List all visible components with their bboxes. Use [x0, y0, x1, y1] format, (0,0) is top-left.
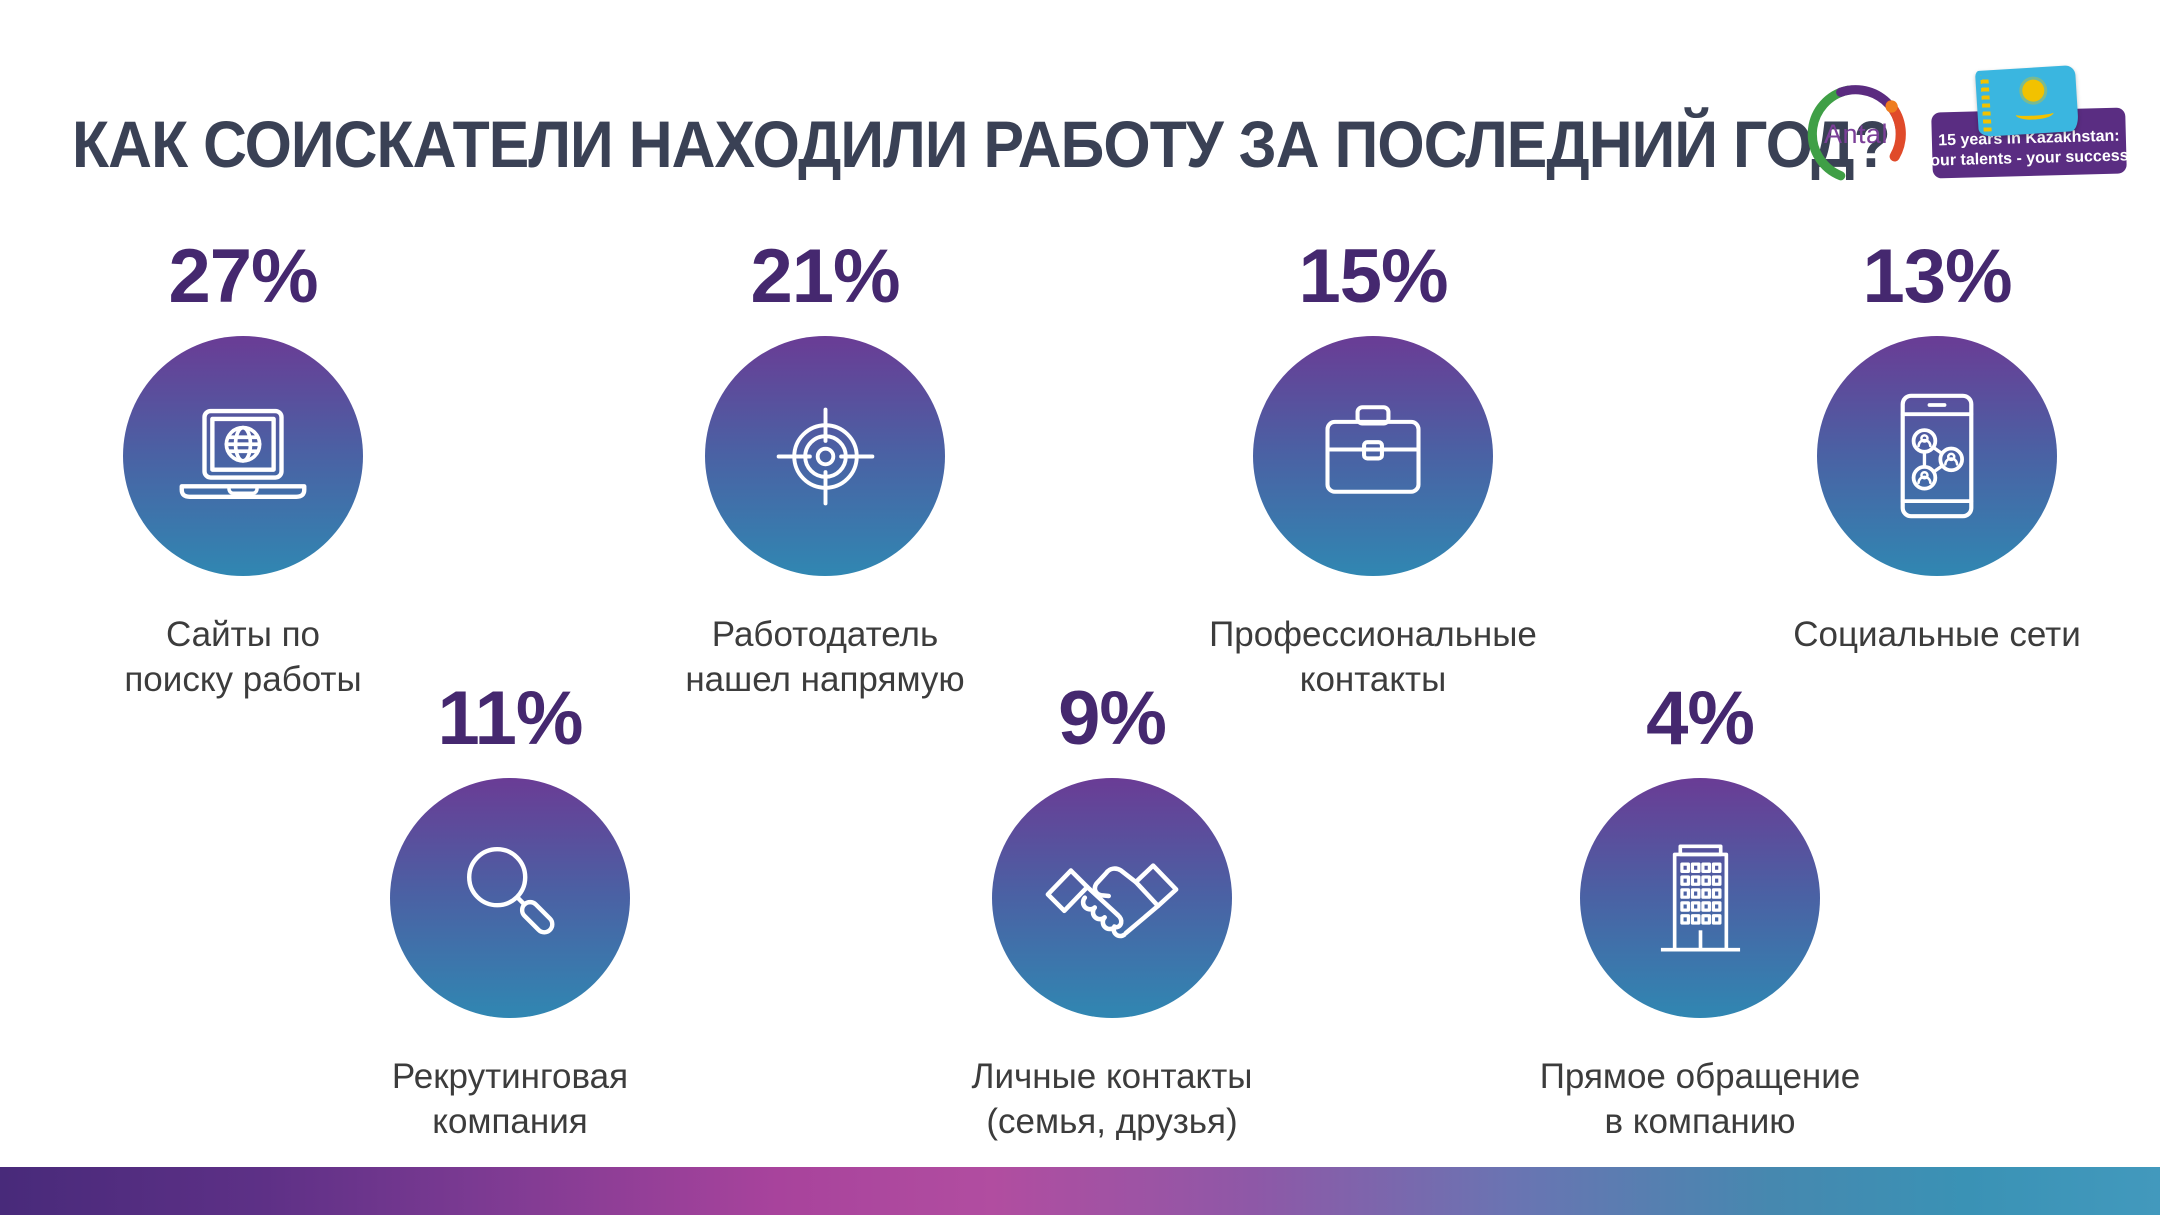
stat-item: 21% Работодатель нашел напрямую: [615, 236, 1035, 702]
stat-circle: [1817, 336, 2057, 576]
item-label: Работодатель нашел напрямую: [685, 615, 965, 699]
item-label: Социальные сети: [1793, 615, 2081, 654]
brand-area: Antal 15 years in Kazakhstan: our talent…: [1782, 60, 2142, 210]
stat-item: 9% Личные контакты (семья, друзь: [902, 678, 1322, 1144]
stat-item: 13%: [1727, 236, 2147, 657]
antal-logo-text: Antal: [1823, 118, 1889, 149]
stat-item: 27% Сайты по поиску работы: [33, 236, 453, 702]
percent-value: 9%: [1058, 676, 1167, 761]
handshake-icon: [1045, 862, 1179, 938]
antal-logo: Antal: [1800, 78, 1912, 190]
percent-value: 15%: [1298, 234, 1448, 319]
item-label: Сайты по поиску работы: [124, 615, 362, 699]
percent-value: 4%: [1646, 676, 1755, 761]
stat-circle: [1580, 778, 1820, 1018]
stat-circle: [992, 778, 1232, 1018]
magnifier-icon: [467, 847, 555, 935]
percent-value: 13%: [1862, 234, 2012, 319]
item-label: Рекрутинговая компания: [391, 1057, 629, 1141]
bottom-gradient-bar: [0, 1167, 2160, 1215]
phone-share-icon: [1900, 393, 1974, 519]
briefcase-icon: [1325, 405, 1421, 494]
stat-item: 15% Профессиональные контакты: [1163, 236, 1583, 702]
page-title: КАК СОИСКАТЕЛИ НАХОДИЛИ РАБОТУ ЗА ПОСЛЕД…: [72, 107, 1891, 181]
laptop-globe-icon: [179, 408, 307, 499]
item-label: Профессиональные контакты: [1209, 615, 1537, 699]
percent-value: 27%: [168, 234, 318, 319]
item-label: Прямое обращение в компанию: [1539, 1057, 1861, 1141]
stat-circle: [390, 778, 630, 1018]
stat-circle: [705, 336, 945, 576]
item-label: Личные контакты (семья, друзья): [971, 1057, 1253, 1141]
percent-value: 21%: [750, 234, 900, 319]
target-icon: [776, 407, 874, 505]
stat-item: 11% Рекрутинговая компания: [300, 678, 720, 1144]
building-icon: [1660, 844, 1740, 952]
stat-circle: [1253, 336, 1493, 576]
percent-value: 11%: [437, 676, 584, 761]
antal-ring-icon: [1807, 85, 1906, 181]
stat-item: 4% Прямое обр: [1490, 678, 1910, 1144]
stat-circle: [123, 336, 363, 576]
